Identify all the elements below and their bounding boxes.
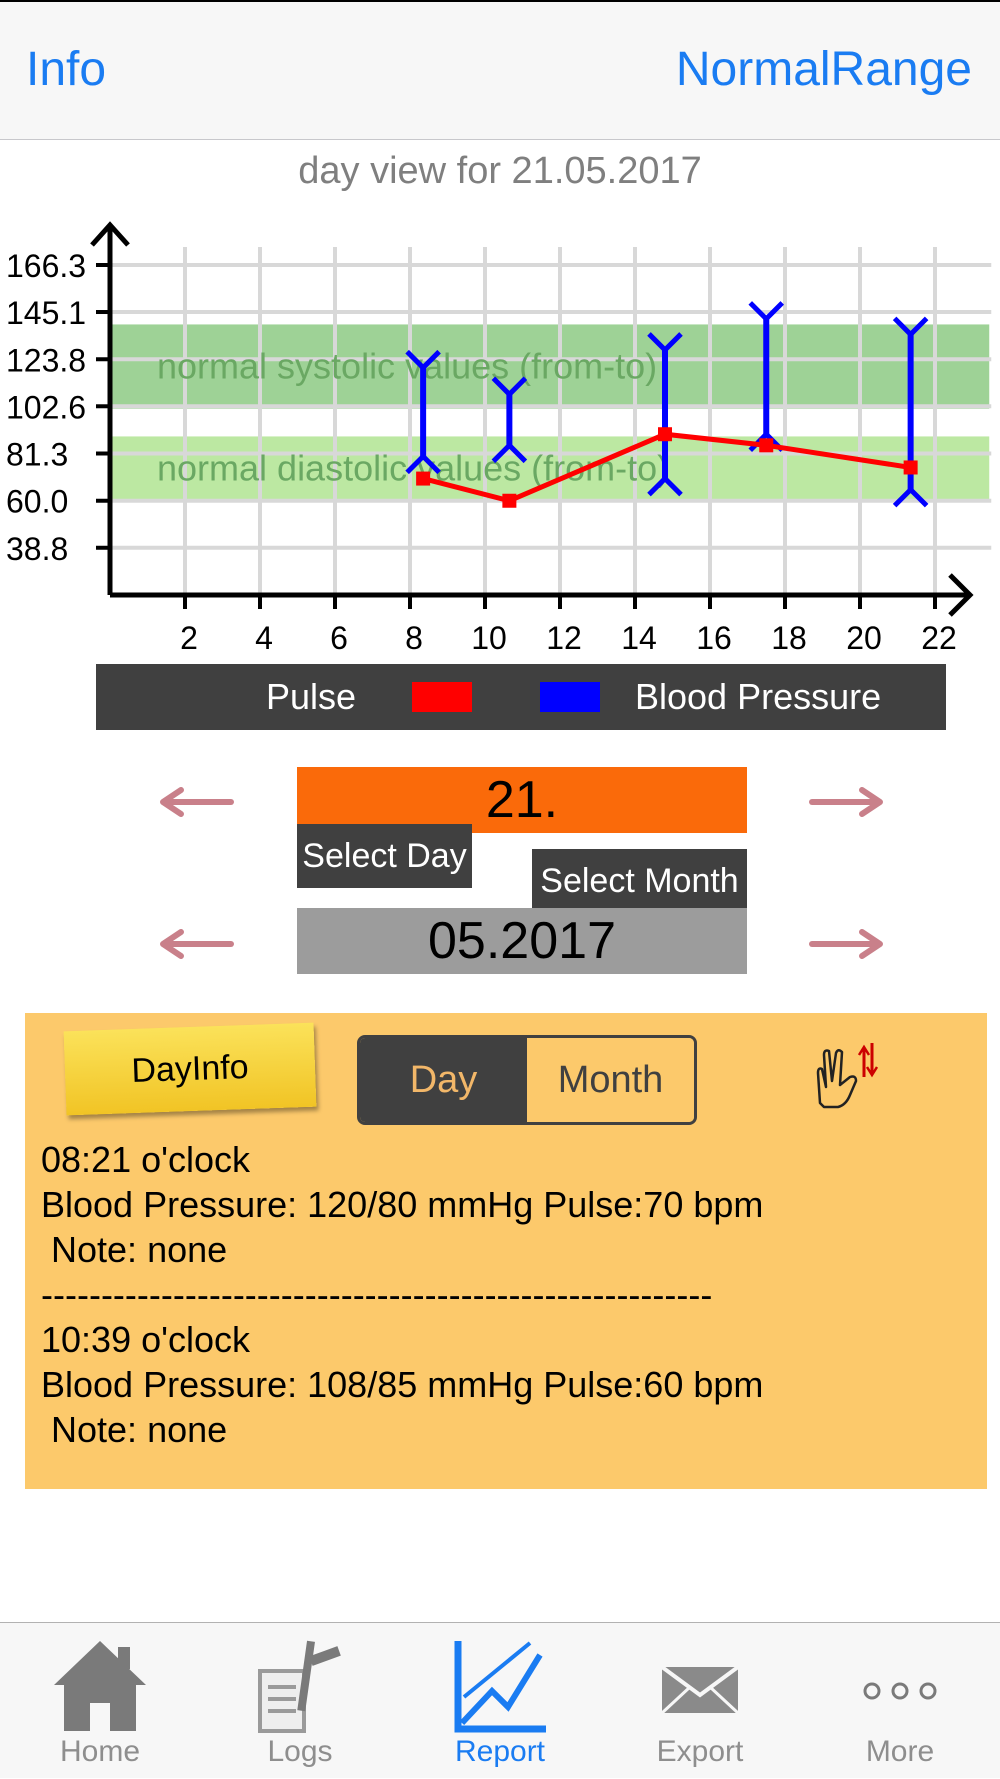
tab-export[interactable]: Export (600, 1623, 800, 1779)
y-tick-label-1: 145.1 (6, 295, 86, 331)
select-month-button[interactable]: Select Month (532, 849, 747, 913)
envelope-icon (660, 1665, 740, 1715)
logs-icon (258, 1640, 341, 1733)
normal-band-1 (110, 436, 990, 501)
more-icon (863, 1682, 937, 1700)
bp-systolic-cap-2 (647, 332, 683, 354)
tab-home-label: Home (59, 1735, 141, 1768)
x-tick-label-22: 22 (921, 620, 957, 650)
pulse-point-1 (502, 493, 517, 508)
day-info-text: 08:21 o'clock Blood Pressure: 120/80 mmH… (41, 1139, 764, 1450)
legend-pulse-swatch (412, 682, 472, 712)
x-tick-label-4: 4 (255, 620, 273, 650)
report-icon (454, 1641, 546, 1733)
tab-logs[interactable]: Logs (200, 1623, 400, 1779)
bp-systolic-cap-4 (892, 316, 929, 338)
pulse-point-3 (759, 438, 774, 453)
prev-day-arrow-icon[interactable] (155, 784, 235, 820)
bp-diastolic-cap-1 (491, 441, 528, 464)
y-tick-label-4: 81.3 (6, 437, 68, 473)
dayinfo-sticky-note: DayInfo (63, 1022, 317, 1116)
select-day-button[interactable]: Select Day (297, 824, 472, 888)
info-button[interactable]: Info (26, 43, 107, 96)
segment-month[interactable]: Month (527, 1038, 694, 1122)
normal-band-0 (110, 324, 990, 409)
y-tick-label-0: 166.3 (6, 248, 86, 284)
x-tick-label-10: 10 (471, 620, 507, 650)
normal-range-button[interactable]: NormalRange (675, 43, 972, 96)
legend-pulse-label: Pulse (266, 676, 357, 717)
next-day-arrow-icon[interactable] (808, 784, 888, 820)
swipe-hand-icon (816, 1043, 879, 1109)
tab-more-label: More (865, 1735, 935, 1768)
bp-diastolic-cap-2 (647, 475, 683, 497)
y-tick-label-2: 123.8 (6, 342, 86, 378)
x-tick-label-6: 6 (330, 620, 348, 650)
tab-logs-label: Logs (267, 1735, 333, 1768)
tab-export-label: Export (656, 1735, 744, 1768)
chart-title: day view for 21.05.2017 (298, 150, 702, 192)
bp-systolic-cap-1 (491, 376, 528, 398)
legend-bp-swatch (540, 682, 600, 712)
bp-systolic-cap-3 (748, 301, 785, 323)
prev-month-arrow-icon[interactable] (155, 926, 235, 962)
x-tick-label-2: 2 (180, 620, 198, 650)
tab-more[interactable]: More (800, 1623, 1000, 1779)
x-tick-label-14: 14 (621, 620, 657, 650)
y-tick-label-6: 38.8 (6, 531, 68, 567)
x-tick-label-16: 16 (696, 620, 732, 650)
navigation-bar: Info NormalRange (0, 0, 1000, 140)
home-icon (54, 1641, 146, 1731)
bp-systolic-cap-0 (405, 349, 441, 372)
next-month-arrow-icon[interactable] (808, 926, 888, 962)
x-tick-label-20: 20 (846, 620, 882, 650)
day-value: 21. (297, 767, 747, 833)
day-info-panel: DayInfo Day Month 08:21 o'clock Blood Pr… (25, 1013, 987, 1489)
x-tick-label-8: 8 (405, 620, 423, 650)
x-tick-label-12: 12 (546, 620, 582, 650)
tab-home[interactable]: Home (0, 1623, 200, 1779)
chart-legend: Pulse Blood Pressure (96, 664, 946, 730)
bp-diastolic-cap-4 (892, 486, 929, 508)
tab-bar: Home Logs Report Export (0, 1622, 1000, 1778)
y-axis-arrow (90, 221, 130, 247)
x-tick-label-18: 18 (771, 620, 807, 650)
x-axis-arrow (948, 573, 974, 617)
tab-report-label: Report (454, 1735, 546, 1768)
y-tick-label-5: 60.0 (6, 484, 68, 520)
day-month-segmented-control[interactable]: Day Month (357, 1035, 697, 1125)
bp-diastolic-cap-0 (405, 452, 441, 475)
tab-report[interactable]: Report (400, 1623, 600, 1779)
pulse-point-0 (416, 471, 431, 486)
pulse-point-2 (658, 427, 672, 442)
y-tick-label-3: 102.6 (6, 389, 86, 425)
segment-day[interactable]: Day (360, 1038, 527, 1122)
day-chart: normal systolic values (from-to)normal d… (6, 221, 992, 650)
month-value: 05.2017 (297, 908, 747, 974)
band-label-0: normal systolic values (from-to) (157, 346, 657, 387)
pulse-point-4 (903, 460, 918, 475)
legend-bp-label: Blood Pressure (635, 676, 882, 717)
